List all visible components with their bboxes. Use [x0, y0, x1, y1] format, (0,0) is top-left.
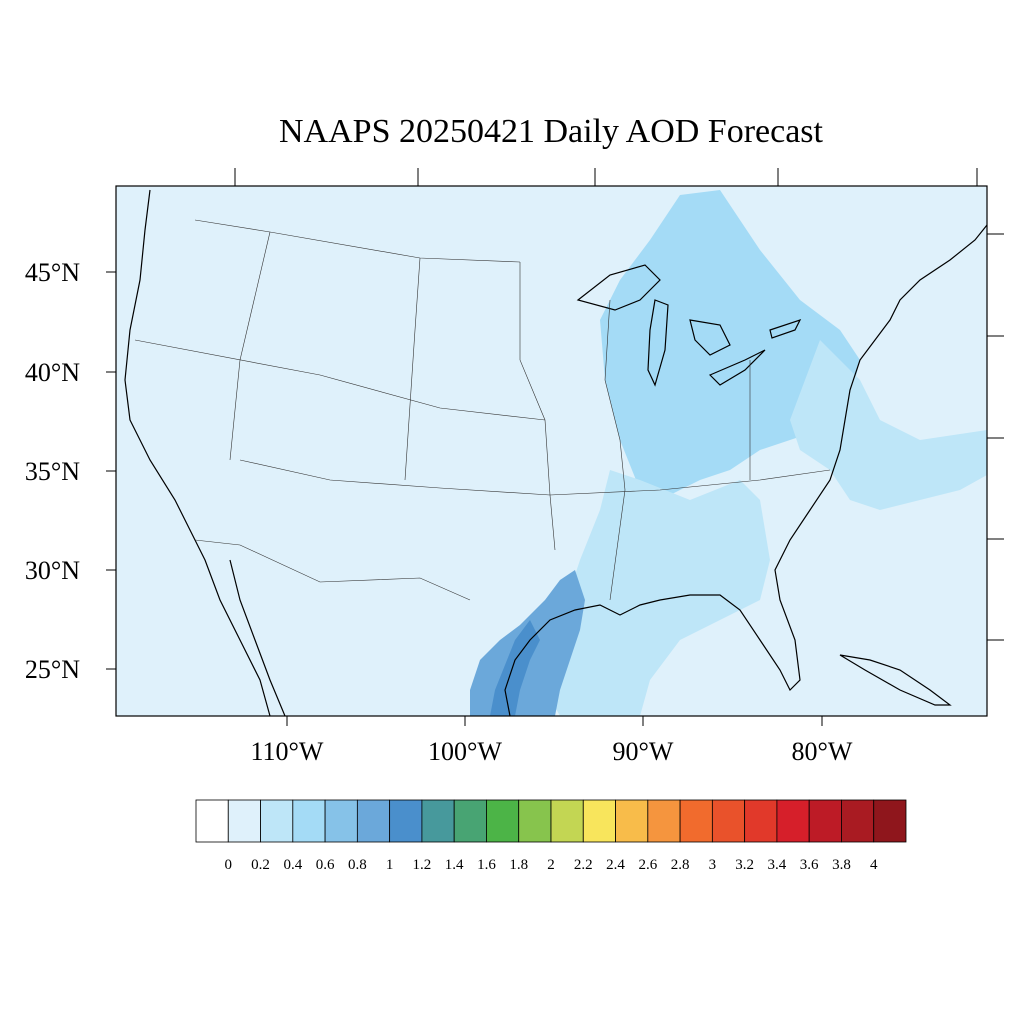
- colorbar-box: [615, 799, 649, 843]
- colorbar-box: [744, 799, 778, 843]
- map-panel: [116, 186, 987, 716]
- colorbar-tick-label: 2: [547, 857, 555, 873]
- lat-label-45: 45°N: [25, 258, 80, 287]
- colorbar-tick-label: 4: [870, 857, 878, 873]
- colorbar-box: [776, 799, 810, 843]
- cuba-outline: [839, 654, 952, 706]
- colorbar-tick-label: 1.4: [445, 857, 464, 873]
- coastlines: [124, 189, 987, 716]
- colorbar-box: [711, 799, 746, 843]
- colorbar-box: [647, 799, 681, 843]
- state-boundaries: [134, 219, 831, 601]
- colorbar-box: [808, 799, 842, 843]
- midwest-west-line: [519, 262, 556, 551]
- colorbar-tick-label: 2.2: [574, 857, 593, 873]
- idaho-nevada-line: [229, 231, 271, 461]
- colorbar-tick-label: 2.6: [638, 857, 657, 873]
- mississippi-line: [604, 299, 626, 601]
- colorbar-box: [453, 799, 487, 843]
- colorbar-tick-label: 3.2: [735, 857, 754, 873]
- lon-labels: 110°W 100°W 90°W 80°W: [251, 737, 853, 766]
- colorbar-box: [356, 799, 391, 843]
- colorbar-box: [389, 799, 423, 843]
- colorbar-tick-label: 1.2: [413, 857, 432, 873]
- colorbar-box: [324, 799, 358, 843]
- colorbar-tick-label: 2.4: [606, 857, 625, 873]
- colorbar-tick-label: 1: [386, 857, 394, 873]
- colorbar-tick-label: 0: [225, 857, 233, 873]
- lake-erie: [708, 349, 766, 386]
- dakotas-west-line: [404, 257, 421, 481]
- colorbar-tick-label: 3.6: [800, 857, 819, 873]
- lat-label-30: 30°N: [25, 556, 80, 585]
- colorbar-tick-label: 3: [709, 857, 717, 873]
- colorbar-labels: 0 0.2 0.4 0.6 0.8 1 1.2 1.4 1.6 1.8 2 2.2 2.4 2.6 2.8 3…: [225, 857, 878, 873]
- colorbar-tick-label: 2.8: [671, 857, 690, 873]
- colorbar: [195, 799, 907, 843]
- colorbar-tick-label: 0.6: [316, 857, 335, 873]
- gulf-of-california-coast: [229, 559, 286, 716]
- colorbar-box: [679, 799, 713, 843]
- colorbar-tick-label: 3.4: [768, 857, 787, 873]
- colorbar-box: [582, 799, 616, 843]
- lat-labels: 45°N 40°N 35°N 30°N 25°N: [25, 258, 80, 684]
- lake-huron: [689, 319, 731, 356]
- colorbar-box: [841, 799, 875, 843]
- plume-mississippi-valley: [540, 470, 770, 716]
- central-boundary: [134, 339, 546, 421]
- colorbar-box: [292, 799, 326, 843]
- map-ticks: [106, 168, 1004, 726]
- mexico-border: [194, 539, 471, 601]
- colorbar-tick-label: 1.8: [509, 857, 528, 873]
- pacific-coastline: [124, 189, 271, 716]
- colorbar-box: [227, 799, 261, 843]
- colorbar-box: [486, 799, 520, 843]
- colorbar-tick-label: 0.8: [348, 857, 367, 873]
- lon-label-90w: 90°W: [613, 737, 674, 766]
- lon-label-80w: 80°W: [792, 737, 853, 766]
- gulf-atlantic-coastline: [504, 224, 987, 716]
- colorbar-box: [550, 799, 584, 843]
- plume-atlantic-offshore: [790, 340, 987, 510]
- lon-label-110w: 110°W: [251, 737, 324, 766]
- lake-superior: [576, 264, 661, 311]
- lake-michigan: [647, 299, 669, 387]
- lat-label-35: 35°N: [25, 457, 80, 486]
- lon-label-100w: 100°W: [428, 737, 502, 766]
- colorbar-tick-label: 0.2: [251, 857, 270, 873]
- colorbar-box: [518, 799, 552, 843]
- colorbar-box: [260, 799, 294, 843]
- map-frame: [115, 185, 988, 717]
- northern-border-segment: [194, 219, 521, 263]
- lat-label-40: 40°N: [25, 358, 80, 387]
- colorbar-tick-label: 3.8: [832, 857, 851, 873]
- colorbar-tick-label: 1.6: [477, 857, 496, 873]
- colorbar-tick-label: 0.4: [283, 857, 302, 873]
- colorbar-box: [421, 799, 455, 843]
- colorbar-box: [873, 799, 907, 843]
- lat-label-25: 25°N: [25, 655, 80, 684]
- lake-ontario: [769, 318, 802, 339]
- map-title: NAAPS 20250421 Daily AOD Forecast: [279, 113, 824, 150]
- colorbar-box: [195, 799, 229, 843]
